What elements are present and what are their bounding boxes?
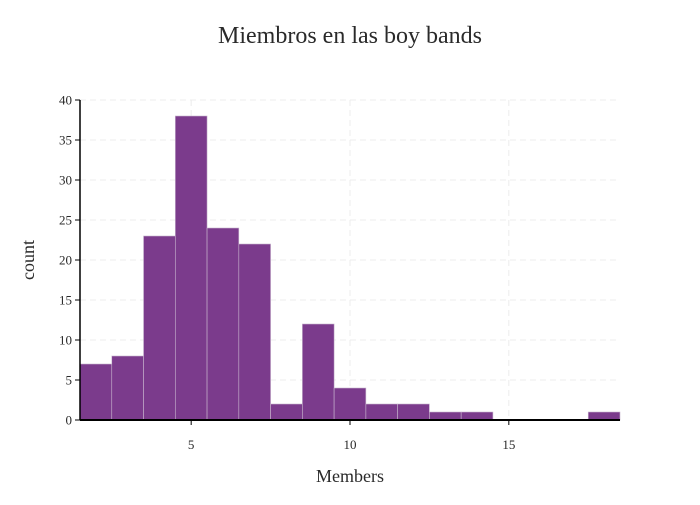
histogram-bar [429,411,462,421]
histogram-bar [111,355,144,421]
x-axis-label: Members [316,466,384,486]
histogram-bar [206,227,240,421]
histogram-bar [270,403,303,421]
y-tick-label: 40 [59,93,72,108]
histogram-bar [333,387,367,421]
histogram-bar [587,411,621,421]
histogram-bar [365,403,398,421]
y-tick-label: 20 [59,253,72,268]
y-tick-label: 15 [59,293,72,308]
y-tick-label: 35 [59,133,72,148]
y-tick-label: 10 [59,333,72,348]
histogram-bar [238,243,271,421]
x-axis-ticks: 5 10 15 [188,420,515,452]
x-tick-label: 15 [502,437,515,452]
histogram-bar [143,235,176,421]
histogram-bar [79,363,113,421]
y-axis-label: count [18,240,38,280]
y-axis-ticks: 0 5 10 15 20 25 30 35 40 [59,93,80,428]
histogram-bar [397,403,430,421]
y-tick-label: 25 [59,213,72,228]
chart-title: Miembros en las boy bands [218,23,482,49]
x-tick-label: 5 [188,437,195,452]
x-tick-label: 10 [344,437,357,452]
y-tick-label: 5 [66,373,73,388]
y-tick-label: 0 [66,413,73,428]
y-tick-label: 30 [59,173,72,188]
histogram-bar [460,411,494,421]
histogram-bar [302,323,335,421]
histogram-bar [174,115,208,421]
